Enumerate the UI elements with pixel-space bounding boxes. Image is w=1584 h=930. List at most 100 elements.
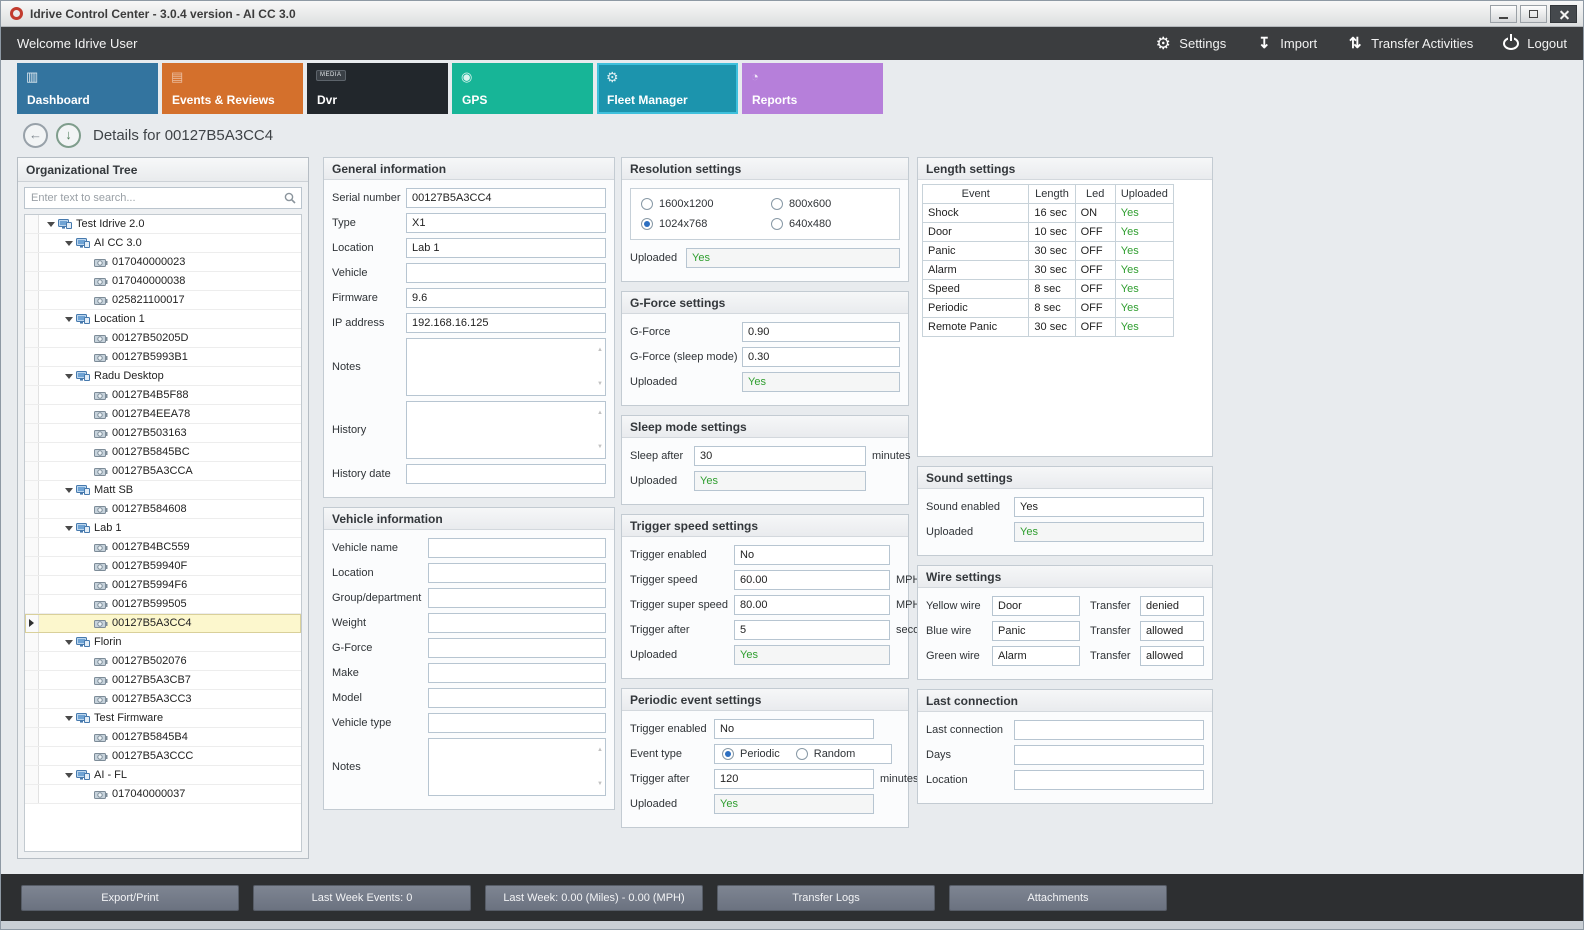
length-table-row[interactable]: Alarm 30 sec OFF Yes	[921, 260, 1175, 280]
length-table-row[interactable]: Periodic 8 sec OFF Yes	[921, 298, 1175, 318]
tree-node[interactable]: 00127B5A3CB7	[25, 671, 301, 690]
bottom-button[interactable]: Transfer Logs	[717, 884, 935, 911]
nav-tile[interactable]: GPS	[452, 63, 593, 114]
tree-node[interactable]: 00127B502076	[25, 652, 301, 671]
download-button[interactable]	[56, 122, 81, 148]
tree-node[interactable]: 00127B5A3CCC	[25, 747, 301, 766]
length-table-row[interactable]: Remote Panic 30 sec OFF Yes	[921, 317, 1175, 337]
nav-tile[interactable]: Events & Reviews	[162, 63, 303, 114]
expander-icon[interactable]	[63, 488, 74, 493]
field-input[interactable]: Yes	[1014, 497, 1204, 517]
topbar-action[interactable]: Logout	[1503, 36, 1567, 51]
field-input[interactable]: 120	[714, 769, 874, 789]
length-table-row[interactable]: Panic 30 sec OFF Yes	[921, 241, 1175, 261]
field-input[interactable]	[428, 613, 606, 633]
field-input[interactable]: 00127B5A3CC4	[406, 188, 606, 208]
topbar-action[interactable]: Import	[1256, 36, 1317, 52]
resolution-radio-option[interactable]: 1600x1200	[635, 194, 765, 214]
tree-node[interactable]: 00127B59940F	[25, 557, 301, 576]
field-input[interactable]	[428, 538, 606, 558]
tree-node[interactable]: AI CC 3.0	[25, 234, 301, 253]
tree-node[interactable]: 00127B5993B1	[25, 348, 301, 367]
tree-node[interactable]: 00127B4BC559	[25, 538, 301, 557]
resolution-radio-option[interactable]: 800x600	[765, 194, 895, 214]
tree-node[interactable]: 00127B5994F6	[25, 576, 301, 595]
field-input[interactable]: 9.6	[406, 288, 606, 308]
bottom-button[interactable]: Attachments	[949, 884, 1167, 911]
tree-node[interactable]: 00127B503163	[25, 424, 301, 443]
minimize-button[interactable]	[1490, 4, 1517, 23]
tree-node[interactable]: 025821100017	[25, 291, 301, 310]
tree-node[interactable]: 00127B599505	[25, 595, 301, 614]
bottom-button[interactable]: Last Week Events: 0	[253, 884, 471, 911]
resolution-radio-option[interactable]: 640x480	[765, 214, 895, 234]
expander-icon[interactable]	[63, 640, 74, 645]
expander-icon[interactable]	[45, 222, 56, 227]
tree-node[interactable]: 00127B50205D	[25, 329, 301, 348]
expander-icon[interactable]	[63, 526, 74, 531]
field-input[interactable]: 5	[734, 620, 890, 640]
tree-node[interactable]: 017040000037	[25, 785, 301, 804]
field-input[interactable]: 60.00	[734, 570, 890, 590]
field-input[interactable]	[428, 713, 606, 733]
field-input[interactable]: 192.168.16.125	[406, 313, 606, 333]
tree-node[interactable]: Lab 1	[25, 519, 301, 538]
field-input[interactable]	[1014, 770, 1204, 790]
bottom-button[interactable]: Last Week: 0.00 (Miles) - 0.00 (MPH)	[485, 884, 703, 911]
tree-node[interactable]: 00127B584608	[25, 500, 301, 519]
expander-icon[interactable]	[63, 241, 74, 246]
field-input[interactable]: Yes	[742, 372, 900, 392]
expander-icon[interactable]	[63, 773, 74, 778]
topbar-action[interactable]: Settings	[1155, 36, 1226, 52]
search-input[interactable]	[24, 187, 302, 209]
length-table-row[interactable]: Speed 8 sec OFF Yes	[921, 279, 1175, 299]
resolution-radio-option[interactable]: 1024x768	[635, 214, 765, 234]
tree-node[interactable]: Test Firmware	[25, 709, 301, 728]
tree-node[interactable]: Florin	[25, 633, 301, 652]
nav-tile[interactable]: Dashboard	[17, 63, 158, 114]
field-input[interactable]: Yes	[694, 471, 866, 491]
field-input[interactable]	[1014, 720, 1204, 740]
tree-node[interactable]: 017040000038	[25, 272, 301, 291]
search-icon[interactable]	[283, 191, 297, 205]
wire-transfer-input[interactable]: allowed	[1140, 646, 1204, 666]
tree-node[interactable]: 00127B4B5F88	[25, 386, 301, 405]
field-input[interactable]: 30	[694, 446, 866, 466]
field-input[interactable]	[1014, 745, 1204, 765]
nav-tile[interactable]: MEDIA Dvr	[307, 63, 448, 114]
field-input[interactable]	[428, 563, 606, 583]
expander-icon[interactable]	[63, 716, 74, 721]
wire-event-input[interactable]: Alarm	[992, 646, 1080, 666]
field-input[interactable]: X1	[406, 213, 606, 233]
length-table-row[interactable]: Door 10 sec OFF Yes	[921, 222, 1175, 242]
expander-icon[interactable]	[63, 374, 74, 379]
field-input[interactable]	[428, 588, 606, 608]
field-input[interactable]: Yes	[714, 794, 874, 814]
length-table-row[interactable]: Shock 16 sec ON Yes	[921, 203, 1175, 223]
field-input[interactable]: No	[714, 719, 874, 739]
field-input[interactable]: 80.00	[734, 595, 890, 615]
tree-node[interactable]: Location 1	[25, 310, 301, 329]
topbar-action[interactable]: Transfer Activities	[1347, 36, 1473, 52]
tree-node[interactable]: 00127B5A3CC3	[25, 690, 301, 709]
back-button[interactable]	[23, 122, 48, 148]
tree-node[interactable]: 00127B5845B4	[25, 728, 301, 747]
tree-node[interactable]: 00127B5845BC	[25, 443, 301, 462]
nav-tile[interactable]: Fleet Manager	[597, 63, 738, 114]
wire-transfer-input[interactable]: allowed	[1140, 621, 1204, 641]
field-input[interactable]	[406, 338, 606, 396]
event-type-radio-option[interactable]: Periodic	[722, 748, 780, 760]
field-input[interactable]: No	[734, 545, 890, 565]
field-input[interactable]	[428, 663, 606, 683]
field-input[interactable]: Yes	[1014, 522, 1204, 542]
field-input[interactable]	[428, 688, 606, 708]
wire-transfer-input[interactable]: denied	[1140, 596, 1204, 616]
bottom-button[interactable]: Export/Print	[21, 884, 239, 911]
maximize-button[interactable]	[1520, 4, 1547, 23]
field-input[interactable]: Yes	[734, 645, 890, 665]
field-input[interactable]	[406, 401, 606, 459]
field-input[interactable]	[406, 464, 606, 484]
event-type-radio-option[interactable]: Random	[795, 748, 855, 760]
tree-node[interactable]: 00127B4EEA78	[25, 405, 301, 424]
tree-node[interactable]: Radu Desktop	[25, 367, 301, 386]
